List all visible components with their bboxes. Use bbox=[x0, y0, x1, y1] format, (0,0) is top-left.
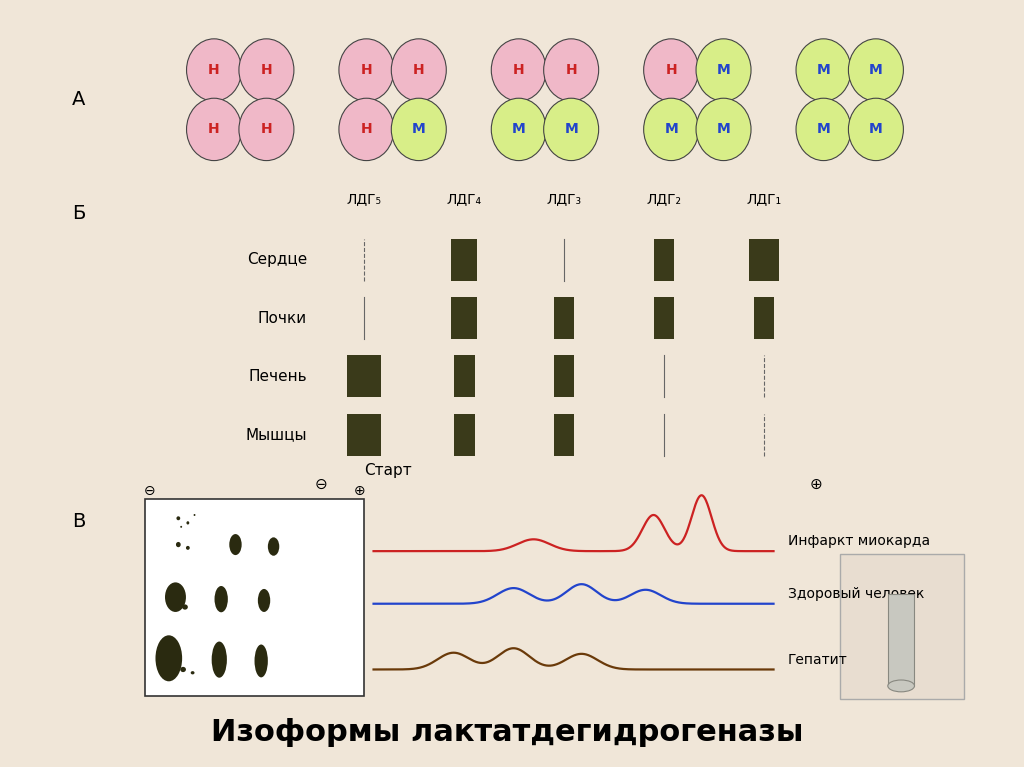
Ellipse shape bbox=[849, 98, 903, 160]
Ellipse shape bbox=[186, 522, 189, 525]
Bar bbox=[841, 555, 964, 699]
Text: M: M bbox=[817, 123, 830, 137]
Text: H: H bbox=[565, 63, 577, 77]
Text: H: H bbox=[260, 63, 272, 77]
Text: ⊕: ⊕ bbox=[810, 477, 822, 492]
Ellipse shape bbox=[186, 39, 242, 101]
Ellipse shape bbox=[796, 98, 851, 160]
Bar bbox=[451, 239, 477, 281]
Text: M: M bbox=[412, 123, 426, 137]
Text: Печень: Печень bbox=[248, 369, 307, 384]
Ellipse shape bbox=[391, 39, 446, 101]
Ellipse shape bbox=[176, 542, 180, 547]
Ellipse shape bbox=[194, 514, 196, 516]
Ellipse shape bbox=[339, 39, 394, 101]
Ellipse shape bbox=[190, 671, 195, 674]
Ellipse shape bbox=[180, 526, 182, 528]
Text: ЛДГ₃: ЛДГ₃ bbox=[547, 192, 582, 206]
Ellipse shape bbox=[176, 516, 180, 520]
Text: H: H bbox=[360, 123, 373, 137]
Ellipse shape bbox=[849, 39, 903, 101]
Ellipse shape bbox=[391, 98, 446, 160]
Text: Б: Б bbox=[72, 204, 85, 222]
Bar bbox=[554, 413, 574, 456]
Ellipse shape bbox=[182, 604, 187, 610]
Ellipse shape bbox=[229, 534, 242, 555]
Text: ЛДГ₄: ЛДГ₄ bbox=[446, 192, 481, 206]
Bar bbox=[754, 297, 774, 339]
Ellipse shape bbox=[186, 98, 242, 160]
Text: А: А bbox=[72, 91, 85, 109]
Ellipse shape bbox=[239, 98, 294, 160]
Ellipse shape bbox=[212, 641, 227, 678]
Text: ⊕: ⊕ bbox=[353, 484, 366, 498]
Text: M: M bbox=[717, 123, 730, 137]
Ellipse shape bbox=[888, 680, 914, 692]
Text: Инфаркт миокарда: Инфаркт миокарда bbox=[787, 535, 930, 548]
Text: ЛДГ₅: ЛДГ₅ bbox=[346, 192, 382, 206]
Text: ЛДГ₂: ЛДГ₂ bbox=[646, 192, 682, 206]
Text: M: M bbox=[869, 63, 883, 77]
Bar bbox=[347, 413, 381, 456]
Ellipse shape bbox=[696, 98, 751, 160]
Ellipse shape bbox=[255, 644, 268, 677]
Ellipse shape bbox=[180, 667, 186, 672]
Ellipse shape bbox=[544, 39, 599, 101]
Text: H: H bbox=[360, 63, 373, 77]
Text: H: H bbox=[208, 63, 220, 77]
Ellipse shape bbox=[492, 98, 546, 160]
Bar bbox=[145, 499, 365, 696]
Text: ЛДГ₁: ЛДГ₁ bbox=[746, 192, 781, 206]
Ellipse shape bbox=[544, 98, 599, 160]
Text: M: M bbox=[817, 63, 830, 77]
Text: H: H bbox=[260, 123, 272, 137]
Ellipse shape bbox=[268, 538, 280, 556]
Bar bbox=[554, 355, 574, 397]
Ellipse shape bbox=[258, 589, 270, 612]
Ellipse shape bbox=[644, 39, 698, 101]
Ellipse shape bbox=[492, 39, 546, 101]
Bar bbox=[653, 297, 675, 339]
Bar bbox=[888, 594, 914, 686]
Text: ⊖: ⊖ bbox=[314, 477, 328, 492]
Text: Гепатит: Гепатит bbox=[787, 653, 848, 667]
Text: H: H bbox=[666, 63, 677, 77]
Ellipse shape bbox=[165, 582, 186, 612]
Ellipse shape bbox=[339, 98, 394, 160]
Text: Почки: Почки bbox=[258, 311, 307, 326]
Bar bbox=[554, 297, 574, 339]
Text: ⊖: ⊖ bbox=[144, 484, 156, 498]
Text: H: H bbox=[513, 63, 524, 77]
Text: M: M bbox=[665, 123, 678, 137]
Bar bbox=[454, 413, 474, 456]
Text: M: M bbox=[717, 63, 730, 77]
Ellipse shape bbox=[239, 39, 294, 101]
Text: В: В bbox=[72, 512, 85, 531]
Text: M: M bbox=[869, 123, 883, 137]
Text: M: M bbox=[512, 123, 525, 137]
Text: Изоформы лактатдегидрогеназы: Изоформы лактатдегидрогеназы bbox=[211, 718, 803, 747]
Bar bbox=[749, 239, 779, 281]
Ellipse shape bbox=[156, 635, 182, 681]
Text: Мышцы: Мышцы bbox=[246, 427, 307, 443]
Ellipse shape bbox=[214, 586, 228, 612]
Text: Здоровый человек: Здоровый человек bbox=[787, 587, 925, 601]
Text: Сердце: Сердце bbox=[247, 252, 307, 268]
Bar bbox=[347, 355, 381, 397]
Text: Старт: Старт bbox=[365, 463, 412, 479]
Ellipse shape bbox=[644, 98, 698, 160]
Ellipse shape bbox=[186, 546, 189, 550]
Bar bbox=[451, 297, 477, 339]
Ellipse shape bbox=[696, 39, 751, 101]
Text: H: H bbox=[208, 123, 220, 137]
Bar bbox=[653, 239, 675, 281]
Text: H: H bbox=[413, 63, 425, 77]
Ellipse shape bbox=[796, 39, 851, 101]
Text: M: M bbox=[564, 123, 578, 137]
Bar bbox=[454, 355, 474, 397]
